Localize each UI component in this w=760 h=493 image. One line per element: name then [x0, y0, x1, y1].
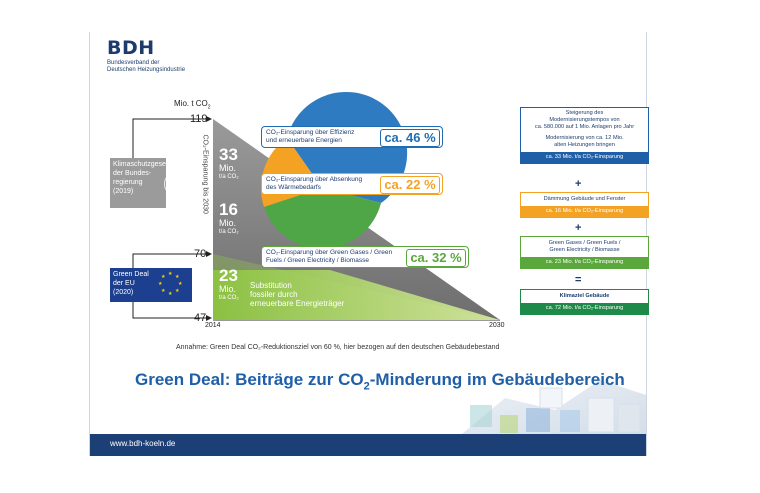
side-axis-label: CO₂-Einsparung bis 2030	[201, 134, 209, 214]
bdh-logo: BDH Bundesverband der Deutschen Heizungs…	[107, 37, 185, 74]
right-box-green-energy: Green Gases / Green Fuels / Green Electr…	[520, 236, 649, 269]
x-start-label: 2014	[205, 322, 221, 329]
arrow-heads	[206, 116, 212, 321]
savings-23: 23 Mio. t/a CO₂	[219, 266, 239, 301]
klimaschutz-box: Klimaschutzgesetz der Bundes- regierung …	[110, 158, 171, 208]
headline: Green Deal: Beiträge zur CO2-Minderung i…	[135, 370, 625, 393]
callout-green-pct: ca. 32 %	[406, 249, 466, 267]
tick-47: 47	[194, 312, 207, 324]
footer-url[interactable]: www.bdh-koeln.de	[110, 439, 176, 448]
substitution-label: Substitution fossiler durch erneuerbare …	[250, 281, 345, 308]
pie-chart	[260, 91, 408, 249]
eagle-icon	[164, 172, 188, 196]
x-end-label: 2030	[489, 322, 505, 329]
logo-subtitle-1: Bundesverband der	[107, 60, 160, 66]
right-box-climate-target: Klimaziel Gebäude ca. 72 Mio. t/a CO₂-Ei…	[520, 289, 649, 315]
right-box-modernization: Steigerung des Modernisierungstempos von…	[520, 107, 649, 164]
decorative-cubes	[462, 380, 646, 434]
callout-efficiency: CO₂-Einsparung über Effizienz und erneue…	[261, 126, 443, 148]
equals-operator: =	[575, 274, 582, 286]
savings-16: 16 Mio. t/a CO₂	[219, 200, 239, 235]
pie-slice-green	[264, 188, 381, 249]
plus-operator-1: +	[575, 178, 582, 190]
plus-operator-2: +	[575, 222, 582, 234]
footer-bar: www.bdh-koeln.de	[90, 434, 646, 456]
right-box-insulation: Dämmung Gebäude und Fenster ca. 16 Mio. …	[520, 192, 649, 218]
tick-119: 119	[190, 113, 208, 125]
assumption-note: Annahme: Green Deal CO₂-Reduktionsziel v…	[176, 344, 500, 351]
callout-efficiency-pct: ca. 46 %	[380, 129, 440, 147]
eu-flag-icon: ★ ★ ★ ★ ★ ★ ★ ★	[158, 271, 183, 297]
callout-heat-demand-pct: ca. 22 %	[380, 176, 440, 194]
callout-green: CO₂-Einsparung über Green Gases / Green …	[261, 246, 469, 268]
green-deal-box: Green Deal der EU (2020) ★ ★ ★ ★ ★ ★ ★ ★	[110, 268, 192, 302]
callout-heat-demand: CO₂-Einsparung über Absenkung des Wärmeb…	[261, 173, 443, 195]
logo-subtitle-2: Deutschen Heizungsindustrie	[107, 67, 186, 73]
unit-label: Mio. t CO2	[174, 99, 211, 111]
tick-70: 70	[194, 248, 207, 260]
logo-wordmark: BDH	[107, 37, 155, 59]
slide-border-left	[89, 32, 90, 456]
savings-33: 33 Mio. t/a CO₂	[219, 145, 239, 180]
